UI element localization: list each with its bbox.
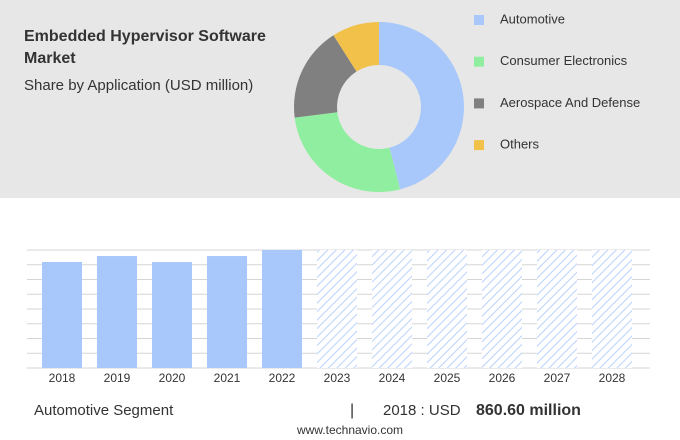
donut-slice: [294, 35, 357, 118]
donut: [294, 22, 464, 193]
forecast-placeholder: [372, 250, 412, 368]
chart-title: Embedded Hypervisor Software Market: [24, 28, 266, 67]
x-tick-label: 2021: [214, 371, 241, 385]
footer-prefix: 2018 : USD: [383, 402, 461, 419]
bar: [152, 262, 192, 368]
bar: [42, 261, 82, 368]
legend: Automotive Consumer Electronics Aerospace …: [474, 11, 640, 152]
x-tick-label: 2018: [49, 371, 76, 385]
forecast-placeholder: [592, 250, 632, 368]
legend-label: Consumer Electronics: [500, 53, 628, 68]
x-tick-label: 2020: [159, 371, 186, 385]
bar: [97, 256, 137, 368]
donut-slice: [379, 22, 464, 190]
x-tick-label: 2026: [489, 371, 516, 385]
source: www.technavio.com: [296, 423, 403, 437]
bar: [207, 256, 247, 368]
donut-slice: [333, 22, 379, 72]
bar: [262, 250, 302, 368]
forecast-placeholder: [317, 250, 357, 368]
forecast-placeholder: [537, 250, 577, 368]
chart-subtitle: Share by Application (USD million): [24, 77, 253, 94]
x-tick-label: 2023: [324, 371, 351, 385]
legend-swatch: [474, 140, 484, 151]
x-tick-label: 2028: [599, 371, 626, 385]
donut-slice: [294, 112, 401, 193]
x-tick-label: 2025: [434, 371, 461, 385]
footer-amount: 860.60 million: [476, 402, 581, 419]
x-tick-label: 2019: [104, 371, 131, 385]
footer-separator: |: [350, 402, 354, 419]
x-tick-label: 2024: [379, 371, 406, 385]
legend-swatch: [474, 98, 484, 109]
footer-segment: Automotive Segment: [34, 402, 174, 419]
legend-label: Automotive: [500, 11, 565, 26]
bar-chart: 2018 2019 2020 2021 2022 2023 2024 2025 2026 2027…: [27, 249, 650, 385]
forecast-placeholder: [482, 250, 522, 368]
legend-swatch: [474, 56, 484, 67]
x-tick-label: 2027: [544, 371, 571, 385]
legend-label: Others: [500, 137, 540, 152]
legend-label: Aerospace And Defense: [500, 95, 640, 110]
x-tick-label: 2022: [269, 371, 296, 385]
forecast-placeholder: [427, 250, 467, 368]
legend-swatch: [474, 15, 484, 25]
